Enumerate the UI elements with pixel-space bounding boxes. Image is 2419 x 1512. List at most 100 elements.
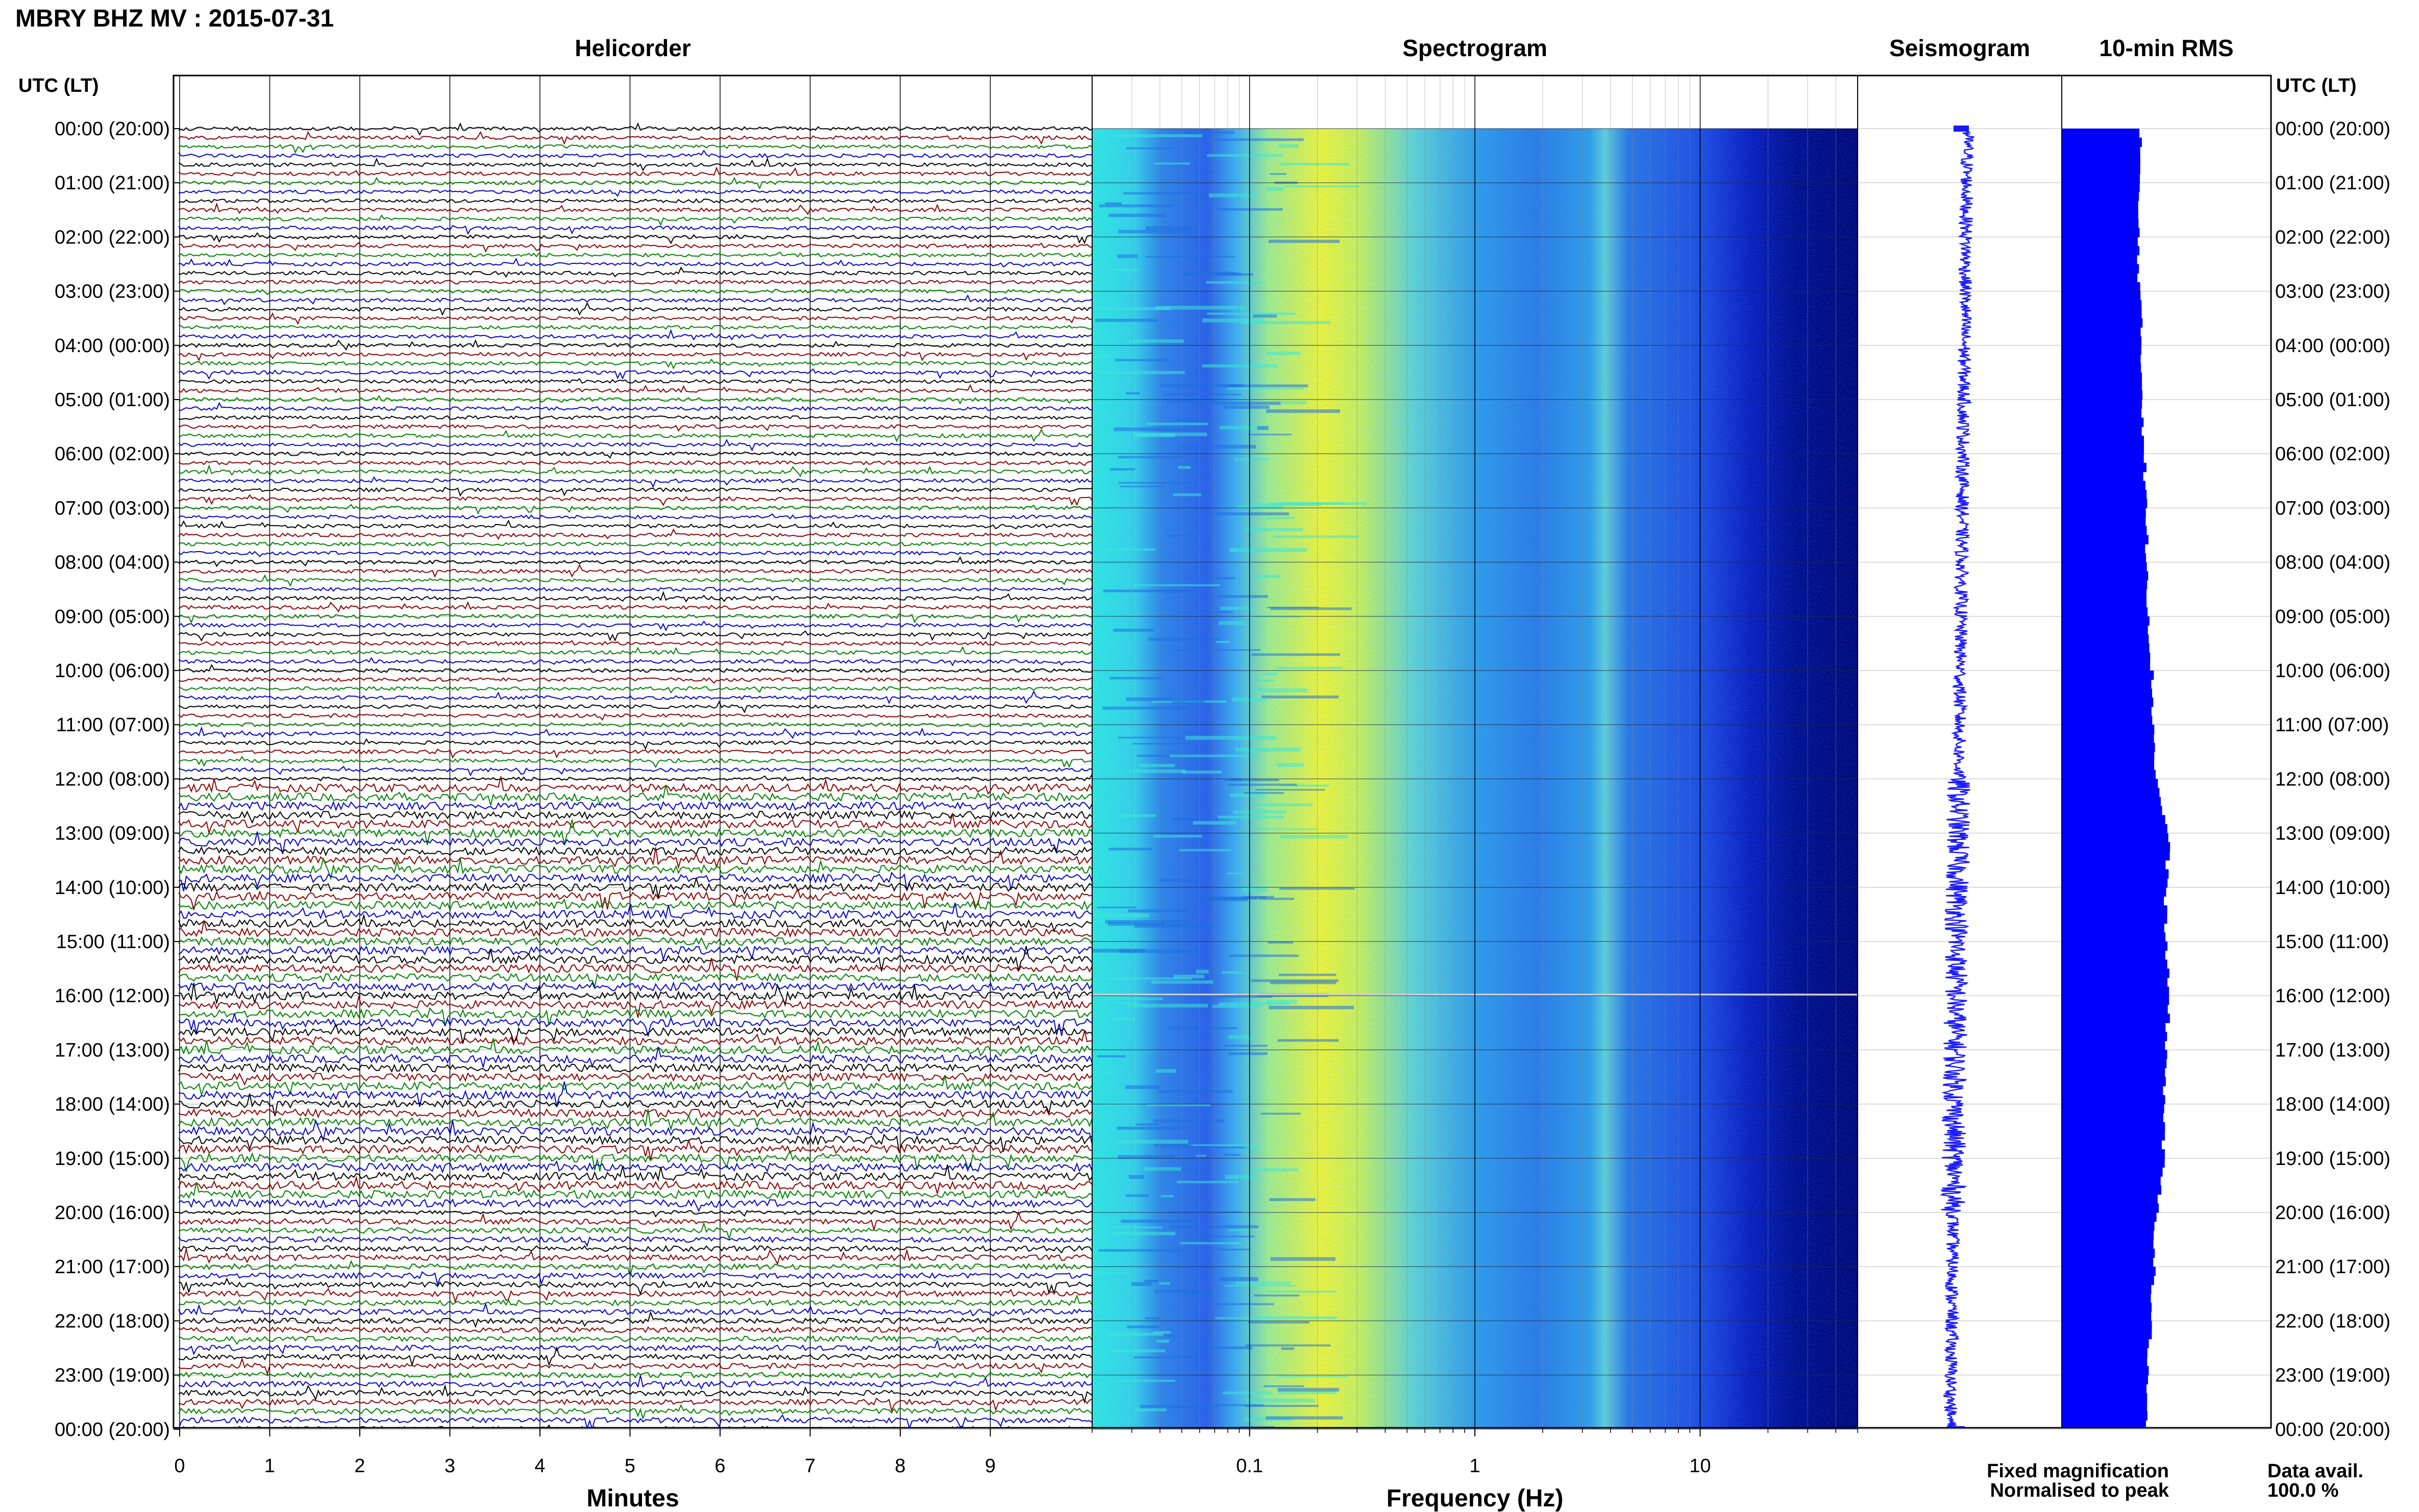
rms-bar xyxy=(2062,1023,2166,1032)
spectrogram-streak xyxy=(1172,817,1218,821)
helicorder-trace xyxy=(178,1119,1092,1145)
helicorder-trace xyxy=(178,351,1092,362)
spectrogram-streak xyxy=(1243,887,1268,891)
time-label-left: 00:00 (20:00) xyxy=(55,118,170,140)
time-label-left: 19:00 (15:00) xyxy=(55,1148,170,1170)
helicorder-trace xyxy=(178,590,1092,603)
spectrogram-streak xyxy=(1255,789,1325,791)
rms-bar xyxy=(2062,815,2165,825)
spectrogram-streak xyxy=(1182,272,1242,276)
helicorder-trace xyxy=(178,339,1092,351)
helicorder-trace xyxy=(178,513,1092,519)
rms-bar xyxy=(2062,742,2155,752)
spectrogram-streak xyxy=(1119,949,1199,953)
spectrogram-streak xyxy=(1118,482,1192,484)
spectrogram-streak xyxy=(1270,1257,1336,1261)
helicorder-trace xyxy=(178,131,1092,145)
spectrogram-streak xyxy=(1107,1332,1164,1336)
spectrogram-streak xyxy=(1179,849,1231,852)
rms-bar xyxy=(2062,1194,2158,1204)
time-label-right: 09:00 (05:00) xyxy=(2275,606,2390,628)
spectrogram-streak xyxy=(1196,970,1209,974)
left-axis-header: UTC (LT) xyxy=(18,75,99,96)
spectrogram-streak xyxy=(1269,1198,1316,1201)
time-label-right: 02:00 (22:00) xyxy=(2275,227,2390,248)
spectrogram-streak xyxy=(1267,606,1319,608)
spectrogram-streak xyxy=(1266,187,1284,191)
rms-bar xyxy=(2062,977,2168,987)
time-label-left: 07:00 (03:00) xyxy=(55,498,170,519)
rms-bar xyxy=(2062,327,2141,337)
legend-fixed-magnification: Fixed magnification xyxy=(1987,1460,2169,1482)
helicorder-trace xyxy=(178,1287,1092,1304)
helicorder-trace xyxy=(178,1236,1092,1247)
helicorder-trace xyxy=(178,713,1092,721)
rms-bar xyxy=(2062,1248,2155,1258)
helicorder-trace xyxy=(178,982,1092,1007)
spectrogram-streak xyxy=(1251,688,1307,692)
time-label-left: 20:00 (16:00) xyxy=(55,1202,170,1224)
time-label-right: 10:00 (06:00) xyxy=(2275,660,2390,682)
helicorder-trace xyxy=(178,819,1092,845)
time-label-left: 08:00 (04:00) xyxy=(55,552,170,574)
spectrogram-streak xyxy=(1159,384,1244,387)
seismogram-end-mark xyxy=(1949,1426,1965,1428)
rms-bar xyxy=(2062,201,2138,210)
rms-bar xyxy=(2062,535,2149,544)
spectrogram-streak xyxy=(1189,1144,1251,1146)
rms-bar xyxy=(2062,643,2150,653)
spectrogram-streak xyxy=(1252,803,1313,806)
helicorder-trace xyxy=(178,1383,1092,1404)
spectrogram-streak xyxy=(1266,352,1301,355)
spectrogram-streak xyxy=(1270,173,1287,175)
spectrogram-streak xyxy=(1155,306,1246,310)
spectrogram-streak xyxy=(1224,779,1279,781)
rms-bar xyxy=(2062,941,2168,951)
spectrogram-streak xyxy=(1108,998,1163,1000)
time-label-right: 11:00 (07:00) xyxy=(2275,714,2389,736)
time-label-right: 18:00 (14:00) xyxy=(2275,1094,2390,1116)
spectrogram-streak xyxy=(1223,405,1270,409)
spectrogram-streak xyxy=(1147,1335,1182,1337)
rms-bar xyxy=(2062,282,2140,292)
rms-bar xyxy=(2062,571,2149,581)
rms-bar xyxy=(2062,914,2167,924)
helicorder-trace xyxy=(178,551,1092,558)
spectrogram-streak xyxy=(1216,640,1230,643)
spectrogram-streak xyxy=(1266,516,1294,519)
spectrogram-streak xyxy=(1123,192,1203,195)
spectrogram-streak xyxy=(1256,828,1317,830)
helicorder-trace xyxy=(178,936,1092,951)
rms-bar xyxy=(2062,1095,2165,1105)
rms-bar xyxy=(2062,1384,2146,1394)
spectrogram-streak xyxy=(1222,971,1243,974)
spectrogram-streak xyxy=(1109,269,1140,271)
rms-bar xyxy=(2062,824,2167,834)
helicorder-trace xyxy=(178,813,1092,835)
spectrogram-streak xyxy=(1103,1071,1116,1074)
spectrogram-streak xyxy=(1237,505,1283,509)
helicorder-trace xyxy=(178,872,1092,891)
helicorder-trace xyxy=(178,519,1092,530)
spectrogram-streak xyxy=(1199,897,1248,902)
spectrogram-streak xyxy=(1111,1349,1166,1352)
rms-bar xyxy=(2062,1321,2152,1330)
rms-bar xyxy=(2062,1311,2152,1321)
spectrogram-streak xyxy=(1108,922,1165,926)
rms-bar xyxy=(2062,363,2141,373)
rms-bar xyxy=(2062,164,2140,175)
spectrogram-streak xyxy=(1121,1220,1198,1223)
spectrogram-streak xyxy=(1228,1229,1247,1231)
spectrogram-streak xyxy=(1116,1139,1189,1144)
time-label-left: 11:00 (07:00) xyxy=(56,714,170,736)
rms-bar xyxy=(2062,1294,2151,1303)
helicorder-trace xyxy=(178,368,1092,380)
helicorder-trace xyxy=(178,266,1092,278)
rms-bar xyxy=(2062,1303,2152,1312)
helicorder-trace xyxy=(178,1138,1092,1160)
rms-bar xyxy=(2062,1013,2170,1023)
spectrogram-streak xyxy=(1169,754,1258,757)
helicorder-trace xyxy=(178,1259,1092,1278)
helicorder-trace xyxy=(178,1182,1092,1200)
